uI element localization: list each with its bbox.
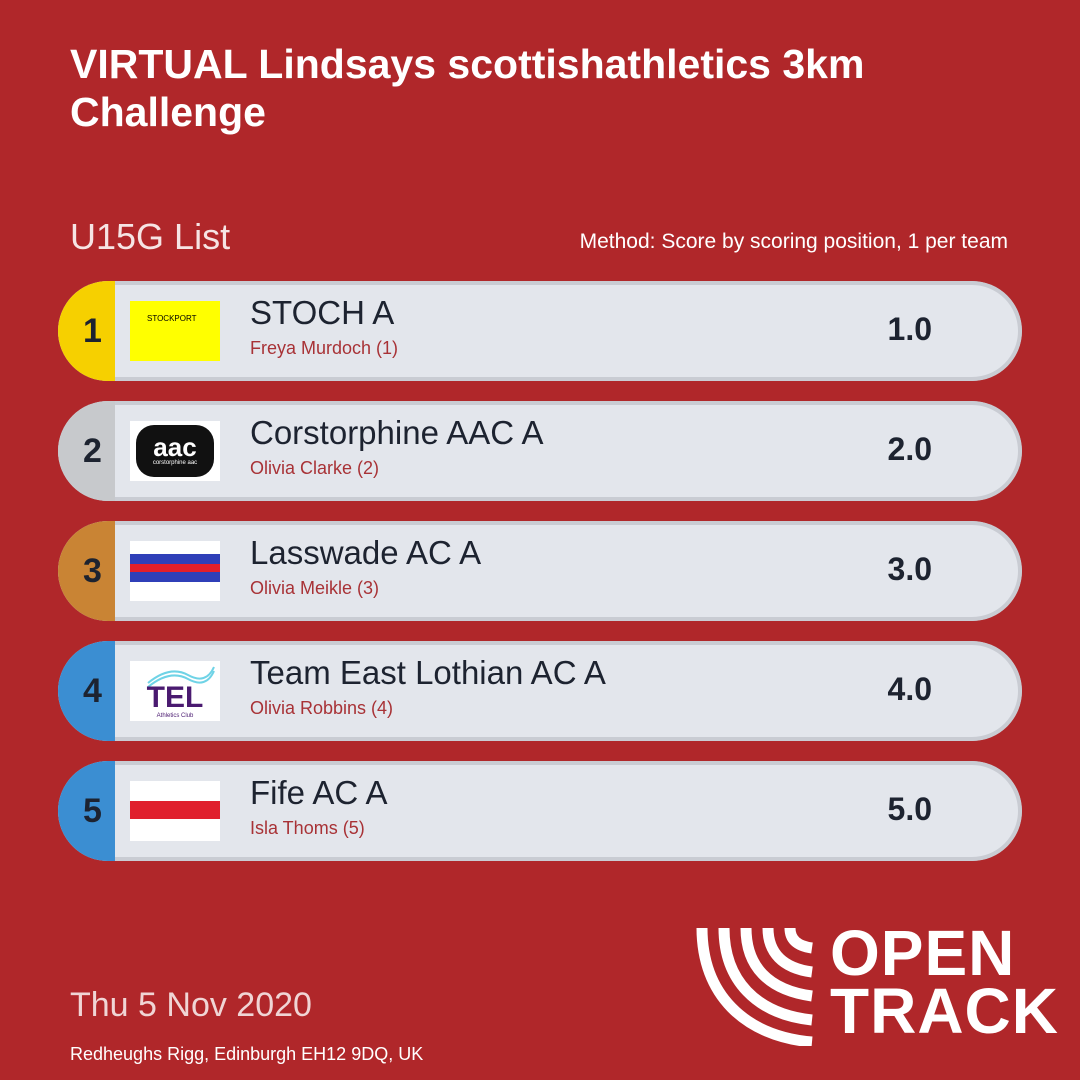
athlete-name: Olivia Clarke (2) <box>250 458 380 478</box>
team-logo <box>130 781 220 841</box>
rank-badge: 4 <box>58 641 115 741</box>
list-item[interactable]: 5 Fife AC A Isla Thoms (5) 5.0 <box>58 761 1022 861</box>
athlete-name: Olivia Meikle (3) <box>250 578 380 598</box>
results-list: 1 STOCKPORT STOCH A Freya Murdoch (1) 1.… <box>58 281 1022 881</box>
rank-badge: 2 <box>58 401 115 501</box>
team-score: 3.0 <box>887 551 932 587</box>
list-item[interactable]: 3 Lasswade AC A Olivia Meikle (3) 3.0 <box>58 521 1022 621</box>
athlete-name: Freya Murdoch (1) <box>250 338 399 358</box>
team-score: 2.0 <box>887 431 932 467</box>
team-logo <box>130 541 220 601</box>
team-name: STOCH A <box>250 294 395 331</box>
brand-wordmark: OPEN TRACK <box>830 917 1059 1047</box>
athlete-name: Isla Thoms (5) <box>250 818 365 838</box>
team-logo: TEL Athletics Club <box>130 661 220 721</box>
page-title: VIRTUAL Lindsays scottishathletics 3km C… <box>70 41 865 135</box>
team-score: 4.0 <box>887 671 932 707</box>
event-date: Thu 5 Nov 2020 <box>70 986 312 1024</box>
athlete-name: Olivia Robbins (4) <box>250 698 394 718</box>
opentrack-logo: OPEN TRACK <box>694 921 1058 1046</box>
logo-subtext: Athletics Club <box>156 713 194 719</box>
list-label: U15G List <box>70 216 231 257</box>
team-name: Corstorphine AAC A <box>250 414 544 451</box>
logo-text: TEL <box>146 681 204 714</box>
brand-line-track: TRACK <box>830 975 1059 1047</box>
logo-text: STOCKPORT <box>147 314 197 323</box>
list-item[interactable]: 4 TEL Athletics Club Team East Lothian A… <box>58 641 1022 741</box>
logo-text: aac <box>153 432 197 462</box>
rank-badge: 1 <box>58 281 115 381</box>
rank-badge: 5 <box>58 761 115 861</box>
aac-badge: aac corstorphine aac <box>136 425 214 477</box>
fife-flag-icon <box>130 781 220 841</box>
scoring-method: Method: Score by scoring position, 1 per… <box>579 230 1008 253</box>
team-score: 5.0 <box>887 791 932 827</box>
list-item[interactable]: 2 aac corstorphine aac Corstorphine AAC … <box>58 401 1022 501</box>
event-venue: Redheughs Rigg, Edinburgh EH12 9DQ, UK <box>70 1044 424 1064</box>
logo-subtext: corstorphine aac <box>152 460 198 466</box>
opentrack-arcs-icon <box>696 927 813 1046</box>
rank-badge: 3 <box>58 521 115 621</box>
team-name: Lasswade AC A <box>250 534 482 571</box>
team-logo: aac corstorphine aac <box>130 421 220 481</box>
team-name: Fife AC A <box>250 774 388 811</box>
team-score: 1.0 <box>887 311 932 347</box>
team-logo: STOCKPORT <box>130 301 220 361</box>
tel-wave-icon <box>147 666 215 688</box>
team-name: Team East Lothian AC A <box>250 654 606 691</box>
lasswade-flag-icon <box>130 541 220 601</box>
brand-line-open: OPEN <box>830 917 1016 989</box>
list-item[interactable]: 1 STOCKPORT STOCH A Freya Murdoch (1) 1.… <box>58 281 1022 381</box>
